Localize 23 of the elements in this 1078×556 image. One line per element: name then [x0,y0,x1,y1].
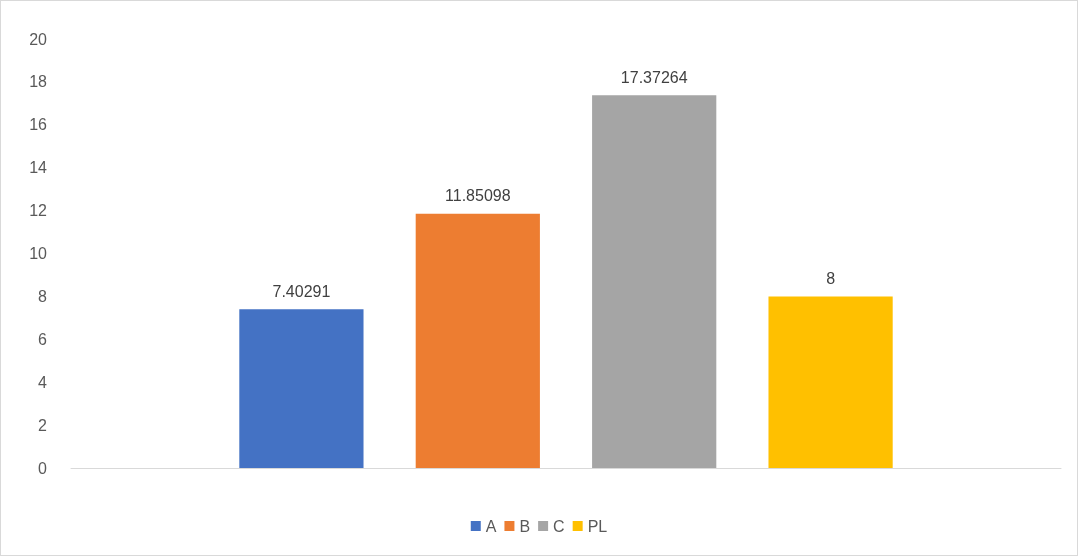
data-label: 8 [826,269,836,287]
bar [239,309,364,468]
y-tick-label: 8 [38,287,48,305]
y-tick-label: 14 [29,159,48,177]
legend-label: PL [587,517,608,535]
bar [592,95,717,468]
y-tick-label: 2 [38,416,48,434]
data-label: 11.85098 [445,187,511,205]
bar [768,296,893,468]
y-tick-label: 20 [29,30,48,48]
data-label: 17.37264 [620,68,688,86]
legend-label: B [519,517,531,535]
y-tick-label: 16 [29,116,48,134]
y-tick-label: 4 [38,373,48,391]
legend-label: A [485,517,497,535]
y-tick-label: 10 [29,245,48,262]
y-tick-label: 0 [38,459,48,477]
y-tick-label: 18 [29,73,48,91]
y-tick-label: 6 [38,330,48,348]
y-tick-label: 12 [29,202,48,220]
legend-label: C [553,517,565,535]
bar [415,213,540,468]
data-label: 7.40291 [272,282,331,300]
